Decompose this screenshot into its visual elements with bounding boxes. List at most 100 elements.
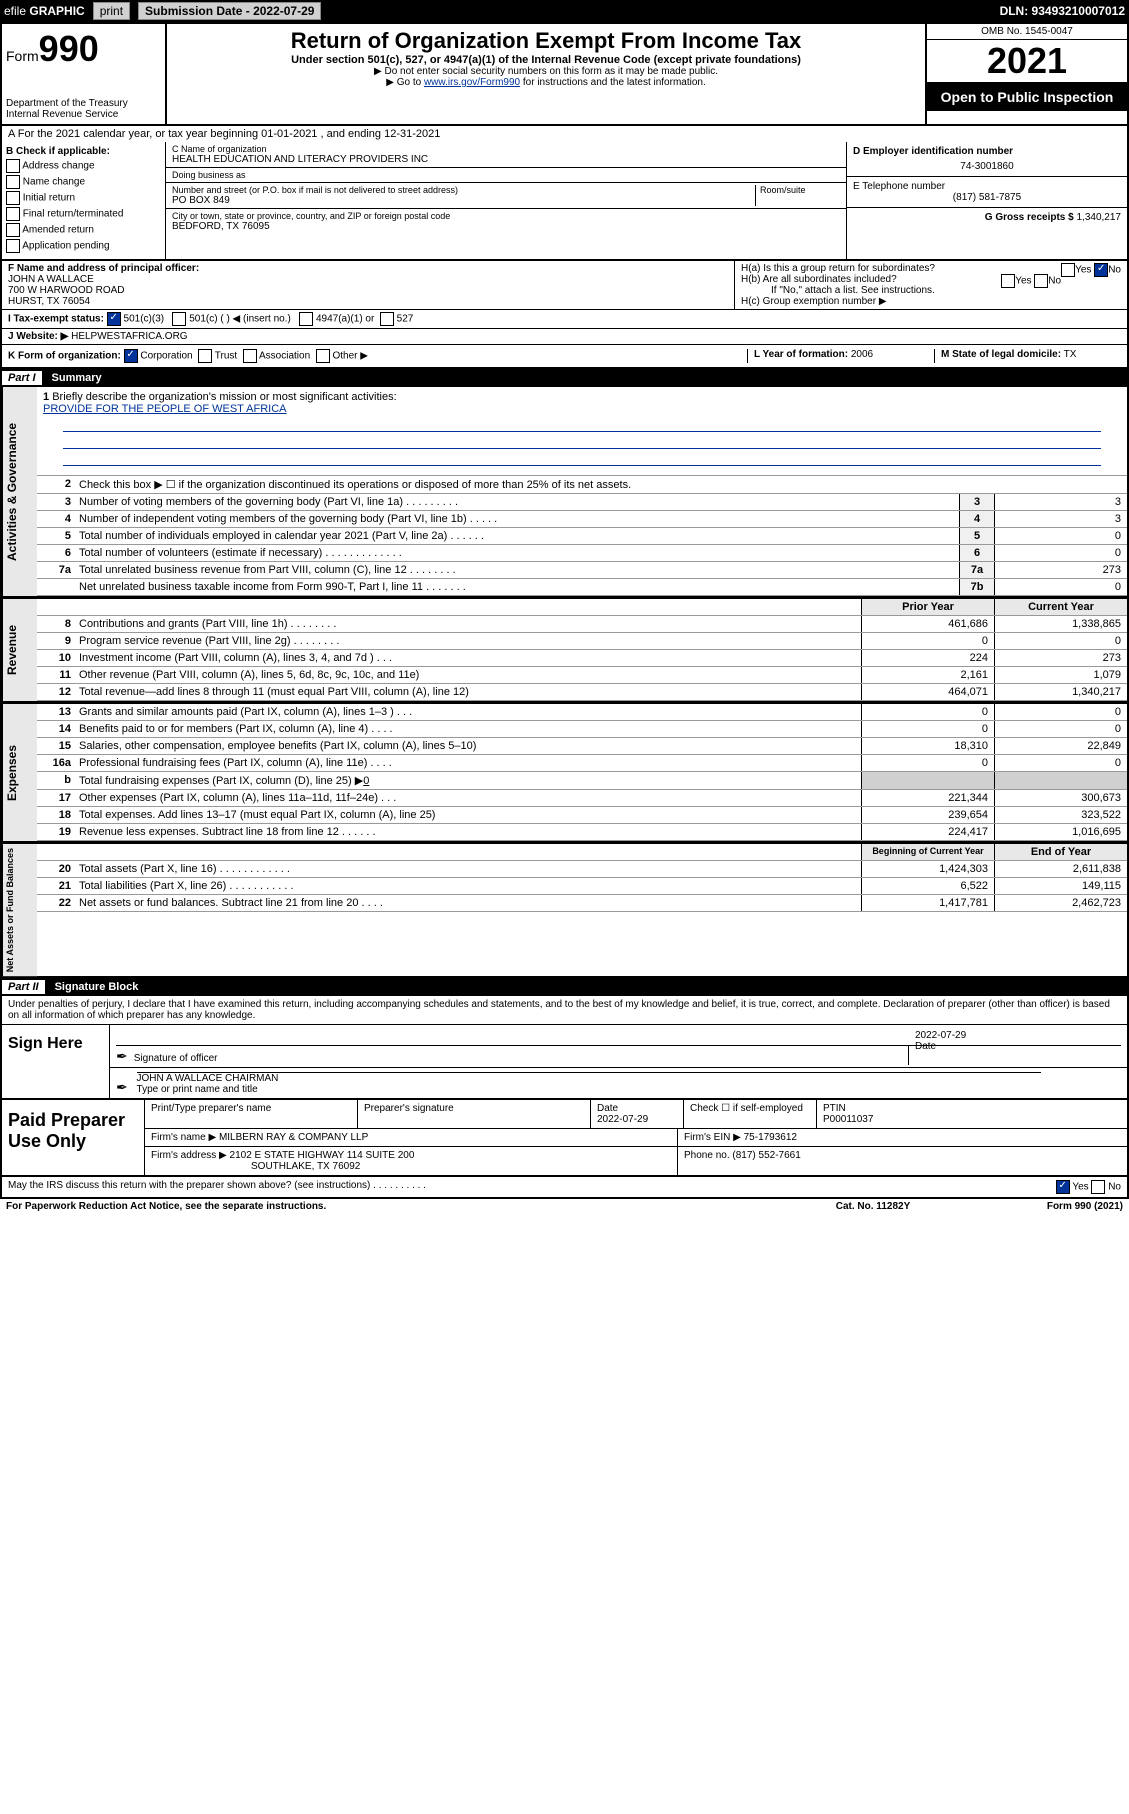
h-note: If "No," attach a list. See instructions… [741, 285, 1121, 296]
hb-label: H(b) Are all subordinates included? [741, 274, 897, 285]
c11: 1,079 [994, 667, 1127, 683]
firm-addr-label: Firm's address ▶ [151, 1150, 227, 1161]
sig-name: JOHN A WALLACE CHAIRMAN [137, 1073, 279, 1084]
p13: 0 [861, 704, 994, 720]
penalty-text: Under penalties of perjury, I declare th… [2, 996, 1127, 1025]
box-b: B Check if applicable: Address change Na… [2, 142, 166, 259]
chk-other[interactable] [316, 349, 330, 363]
line3: Number of voting members of the governin… [75, 494, 959, 510]
gross-label: G Gross receipts $ [985, 212, 1074, 223]
p21: 6,522 [861, 878, 994, 894]
print-button[interactable]: print [93, 2, 130, 20]
addr-value: PO BOX 849 [172, 195, 755, 206]
line9: Program service revenue (Part VIII, line… [75, 633, 861, 649]
row-j: J Website: ▶ HELPWESTAFRICA.ORG [0, 329, 1129, 345]
opt-amended: Amended return [22, 225, 94, 236]
opt-name: Name change [23, 177, 85, 188]
chk-501c[interactable] [172, 312, 186, 326]
signature-block: Under penalties of perjury, I declare th… [0, 996, 1129, 1100]
dln: DLN: 93493210007012 [1000, 4, 1125, 18]
ein-value: 74-3001860 [853, 161, 1121, 172]
form-title: Return of Organization Exempt From Incom… [171, 28, 921, 54]
irs-link[interactable]: www.irs.gov/Form990 [424, 77, 520, 88]
open-inspection: Open to Public Inspection [927, 83, 1127, 111]
line16a: Professional fundraising fees (Part IX, … [75, 755, 861, 771]
c16a: 0 [994, 755, 1127, 771]
ha-yes[interactable] [1061, 263, 1075, 277]
p20: 1,424,303 [861, 861, 994, 877]
chk-527[interactable] [380, 312, 394, 326]
dba-label: Doing business as [172, 170, 840, 180]
chk-trust[interactable] [198, 349, 212, 363]
chk-corp[interactable]: ✓ [124, 349, 138, 363]
addr-label: Number and street (or P.O. box if mail i… [172, 185, 755, 195]
ha-no[interactable]: ✓ [1094, 263, 1108, 277]
c17: 300,673 [994, 790, 1127, 806]
c19: 1,016,695 [994, 824, 1127, 840]
line12: Total revenue—add lines 8 through 11 (mu… [75, 684, 861, 700]
chk-amended[interactable] [6, 223, 20, 237]
efile-label: efile [4, 4, 26, 18]
c13: 0 [994, 704, 1127, 720]
527: 527 [397, 314, 414, 325]
row-f-h: F Name and address of principal officer:… [0, 261, 1129, 310]
chk-501c3[interactable]: ✓ [107, 312, 121, 326]
sign-here-label: Sign Here [2, 1025, 110, 1098]
line7a: Total unrelated business revenue from Pa… [75, 562, 959, 578]
info-block: B Check if applicable: Address change Na… [0, 142, 1129, 261]
discuss-yes[interactable]: ✓ [1056, 1180, 1070, 1194]
box-h: H(a) Is this a group return for subordin… [734, 261, 1127, 309]
form-header: Form990 Department of the Treasury Inter… [0, 22, 1129, 126]
form-number: 990 [39, 28, 99, 69]
c10: 273 [994, 650, 1127, 666]
prior-hdr: Prior Year [861, 599, 994, 615]
state-label: M State of legal domicile: [941, 349, 1061, 360]
form-id-box: Form990 Department of the Treasury Inter… [2, 24, 167, 124]
ein-val2: 75-1793612 [744, 1132, 797, 1143]
val6: 0 [994, 545, 1127, 561]
chk-name[interactable] [6, 175, 20, 189]
c22: 2,462,723 [994, 895, 1127, 911]
note-2a: ▶ Go to [386, 77, 424, 88]
firm-label: Firm's name ▶ [151, 1132, 216, 1143]
p12: 464,071 [861, 684, 994, 700]
line21: Total liabilities (Part X, line 26) . . … [75, 878, 861, 894]
graphic-label: GRAPHIC [29, 4, 84, 18]
p11: 2,161 [861, 667, 994, 683]
cat-no: Cat. No. 11282Y [773, 1201, 973, 1212]
line7b: Net unrelated business taxable income fr… [75, 579, 959, 595]
discuss-no[interactable] [1091, 1180, 1105, 1194]
hb-no[interactable] [1034, 274, 1048, 288]
line6: Total number of volunteers (estimate if … [75, 545, 959, 561]
irs-label: Internal Revenue Service [6, 109, 161, 120]
officer-label: F Name and address of principal officer: [8, 263, 728, 274]
phone-label: E Telephone number [853, 181, 1121, 192]
chk-address[interactable] [6, 159, 20, 173]
p10: 224 [861, 650, 994, 666]
net-side-label: Net Assets or Fund Balances [2, 844, 37, 976]
other: Other ▶ [332, 351, 367, 362]
c20: 2,611,838 [994, 861, 1127, 877]
end-hdr: End of Year [994, 844, 1127, 860]
sig-officer-label: Signature of officer [134, 1053, 218, 1064]
tax-status-label: I Tax-exempt status: [8, 314, 104, 325]
chk-initial[interactable] [6, 191, 20, 205]
discuss-text: May the IRS discuss this return with the… [8, 1180, 1056, 1194]
c8: 1,338,865 [994, 616, 1127, 632]
paid-label: Paid Preparer Use Only [2, 1100, 145, 1175]
page-footer: For Paperwork Reduction Act Notice, see … [0, 1199, 1129, 1214]
chk-assoc[interactable] [243, 349, 257, 363]
chk-4947[interactable] [299, 312, 313, 326]
ein-label: D Employer identification number [853, 146, 1121, 157]
hb-yes[interactable] [1001, 274, 1015, 288]
line18: Total expenses. Add lines 13–17 (must eq… [75, 807, 861, 823]
line1: Briefly describe the organization's miss… [52, 391, 396, 403]
p22: 1,417,781 [861, 895, 994, 911]
chk-final[interactable] [6, 207, 20, 221]
chk-pending[interactable] [6, 239, 20, 253]
ha-label: H(a) Is this a group return for subordin… [741, 263, 935, 274]
note-2b: for instructions and the latest informat… [520, 77, 706, 88]
c14: 0 [994, 721, 1127, 737]
gov-side-label: Activities & Governance [2, 387, 37, 596]
part1-title: Summary [52, 372, 102, 384]
